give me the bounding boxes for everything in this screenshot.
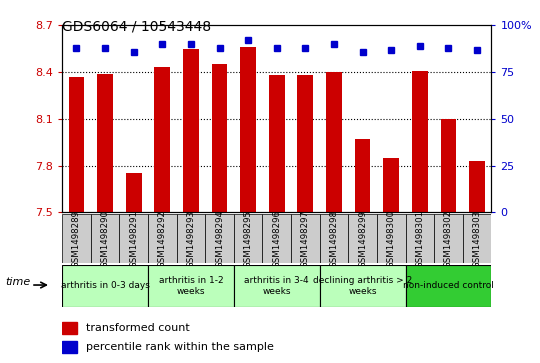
Text: arthritis in 1-2
weeks: arthritis in 1-2 weeks [159,276,223,295]
Text: GSM1498294: GSM1498294 [215,210,224,268]
Bar [183,49,199,212]
Text: GSM1498289: GSM1498289 [72,210,81,268]
Bar [355,139,370,212]
Bar [377,214,406,263]
Bar [463,214,491,263]
Text: GSM1498291: GSM1498291 [129,210,138,268]
Bar [240,47,256,212]
Bar [320,265,406,307]
Bar [91,214,119,263]
Bar [97,74,113,212]
Text: arthritis in 0-3 days: arthritis in 0-3 days [60,281,150,290]
Text: non-induced control: non-induced control [403,281,494,290]
Bar [62,322,77,334]
Text: declining arthritis > 2
weeks: declining arthritis > 2 weeks [313,276,412,295]
Bar [62,214,91,263]
Bar [234,265,320,307]
Bar [291,214,320,263]
Text: time: time [5,277,30,287]
Bar [406,214,434,263]
Bar [434,214,463,263]
Text: transformed count: transformed count [86,323,190,334]
Text: GSM1498303: GSM1498303 [472,209,482,268]
Bar [212,64,227,212]
Bar [62,265,148,307]
Text: GSM1498300: GSM1498300 [387,209,396,268]
Bar [412,70,428,212]
Bar [148,214,177,263]
Text: arthritis in 3-4
weeks: arthritis in 3-4 weeks [245,276,309,295]
Bar [441,119,456,212]
Bar [177,214,205,263]
Text: GSM1498302: GSM1498302 [444,209,453,268]
Bar [469,161,485,212]
Bar [62,341,77,353]
Text: GSM1498290: GSM1498290 [100,210,110,268]
Bar [148,265,234,307]
Bar [262,214,291,263]
Bar [326,72,342,212]
Bar [205,214,234,263]
Bar [234,214,262,263]
Bar [119,214,148,263]
Bar [154,68,170,212]
Text: GSM1498298: GSM1498298 [329,210,339,268]
Bar [269,75,285,212]
Text: GSM1498301: GSM1498301 [415,209,424,268]
Text: GSM1498296: GSM1498296 [272,210,281,268]
Bar [69,77,84,212]
Bar [126,174,141,212]
Text: GDS6064 / 10543448: GDS6064 / 10543448 [62,20,211,34]
Bar [383,158,399,212]
Text: GSM1498292: GSM1498292 [158,210,167,268]
Text: GSM1498297: GSM1498297 [301,210,310,268]
Bar [348,214,377,263]
Text: GSM1498293: GSM1498293 [186,210,195,268]
Text: GSM1498299: GSM1498299 [358,210,367,268]
Bar [298,75,313,212]
Bar [320,214,348,263]
Text: percentile rank within the sample: percentile rank within the sample [86,342,274,352]
Text: GSM1498295: GSM1498295 [244,210,253,268]
Bar [406,265,491,307]
